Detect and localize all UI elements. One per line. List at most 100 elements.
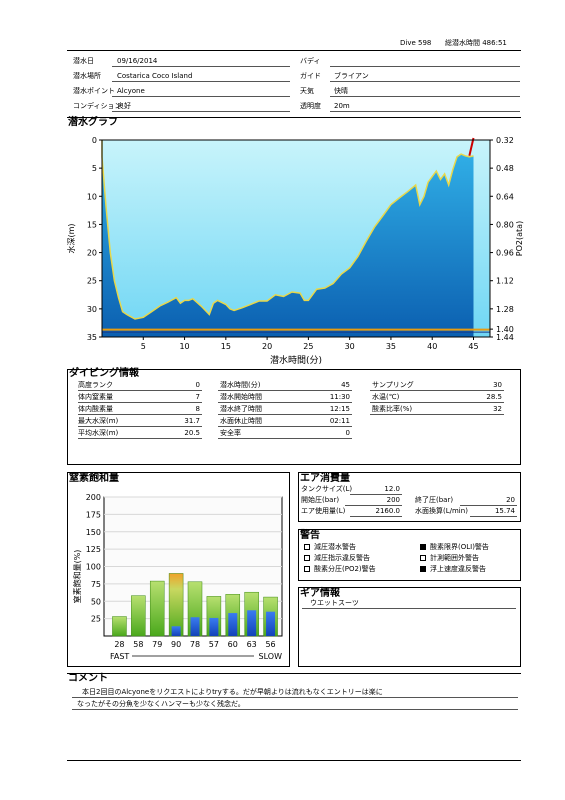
- y-tick-label: 25: [87, 277, 97, 286]
- nitrogen-title: 窒素飽和量: [69, 473, 119, 484]
- warning-label: 減圧指示違反警告: [314, 554, 370, 562]
- diving-col1-label-2: 体内酸素量: [78, 405, 113, 413]
- underline: [470, 516, 517, 517]
- y2-tick-label: 0.80: [496, 220, 514, 229]
- diving-col1-label-4: 平均水深(m): [78, 429, 119, 437]
- diving-col1-value-2: 8: [195, 405, 200, 413]
- diving-col3-value-2: 32: [493, 405, 502, 413]
- underline: [218, 426, 352, 427]
- diving-col1-label-1: 体内窒素量: [78, 393, 113, 401]
- underline: [302, 608, 516, 609]
- underline: [78, 438, 202, 439]
- start-pressure-value: 200: [386, 496, 400, 504]
- n2-green-bar: [149, 580, 165, 637]
- diving-col2-value-0: 45: [341, 381, 350, 389]
- y2-tick-label: 0.64: [496, 192, 514, 201]
- tank-size-value: 12.0: [384, 485, 400, 493]
- n2-blue-bar: [266, 611, 276, 636]
- y2-tick-label: 1.44: [496, 333, 514, 342]
- diving-col2-label-2: 潜水終了時間: [220, 405, 262, 413]
- comment-title: コメント: [68, 673, 108, 684]
- header-divider: [67, 50, 521, 51]
- unchecked-box-icon: [420, 555, 426, 561]
- y-tick-label: 15: [87, 220, 97, 229]
- y-tick-label: 30: [87, 305, 97, 314]
- n2-compartment-label: 63: [247, 640, 257, 649]
- warning-item: 浮上速度違反警告: [420, 565, 486, 574]
- n2-green-bar: [131, 595, 146, 637]
- underline: [345, 505, 402, 506]
- n2-compartment-label: 79: [152, 640, 162, 649]
- start-pressure-label: 開始圧(bar): [301, 496, 340, 504]
- weather-label: 天気: [300, 87, 314, 95]
- surface-rate-value: 15.74: [494, 507, 515, 515]
- y2-tick-label: 1.28: [496, 305, 514, 314]
- n2-y-tick-label: 200: [86, 493, 101, 502]
- unchecked-box-icon: [304, 544, 310, 550]
- dive-site-value: Costarica Coco Island: [117, 72, 193, 80]
- n2-compartment-label: 60: [228, 640, 238, 649]
- page-bottom-divider: [67, 760, 521, 761]
- warning-item: 減圧潜水警告: [304, 543, 356, 552]
- checked-box-icon: [420, 566, 426, 572]
- plot-frame: [101, 139, 491, 338]
- x-tick-label: 40: [427, 342, 437, 351]
- air-box: [298, 472, 521, 522]
- n2-blue-bar: [228, 613, 238, 636]
- total-dive-time: 総潜水時間 486:51: [445, 39, 507, 47]
- unchecked-box-icon: [304, 566, 310, 572]
- warning-label: 計測範囲外警告: [430, 554, 479, 562]
- dive-depth-line: [101, 140, 474, 320]
- checked-box-icon: [420, 544, 426, 550]
- n2-y-tick-label: 125: [86, 545, 101, 554]
- underline: [370, 414, 504, 415]
- diving-col3-value-0: 30: [493, 381, 502, 389]
- n2-y-tick-label: 25: [91, 615, 101, 624]
- diving-col2-value-1: 11:30: [329, 393, 350, 401]
- diving-col1-label-3: 最大水深(m): [78, 417, 119, 425]
- diving-col1-value-0: 0: [195, 381, 200, 389]
- buddy-label: バディ: [300, 57, 321, 65]
- underline: [330, 66, 520, 67]
- diving-col3-label-1: 水温(℃): [372, 393, 400, 401]
- y2-tick-label: 0.48: [496, 164, 514, 173]
- y-tick-label: 20: [87, 249, 97, 258]
- underline: [72, 709, 518, 710]
- x-tick-label: 15: [221, 342, 231, 351]
- dive-profile-chart: 0 5 10 15 20 25 30 35 5 10 15 20 25 30 35 40 45 0.32 0.48 0…: [66, 136, 524, 366]
- x-tick-label: 20: [262, 342, 272, 351]
- diving-info-box: [67, 369, 521, 465]
- n2-y-axis-label: 窒素飽和量(%): [72, 550, 82, 604]
- y2-tick-label: 0.96: [496, 249, 514, 258]
- x-tick-label: 25: [303, 342, 313, 351]
- air-title: エア消費量: [300, 473, 350, 484]
- underline: [330, 111, 520, 112]
- x-tick-label: 45: [468, 342, 478, 351]
- diving-col1-label-0: 高度ランク: [78, 381, 113, 389]
- underline: [218, 414, 352, 415]
- gear-title: ギア情報: [300, 588, 340, 599]
- n2-compartment-label: 28: [114, 640, 124, 649]
- x-tick-label: 30: [345, 342, 355, 351]
- y-axis-label: 水深(m): [66, 223, 76, 253]
- warnings-box: [298, 529, 521, 581]
- n2-compartment-label: 78: [190, 640, 200, 649]
- y-tick-label: 5: [92, 164, 97, 173]
- n2-blue-bar: [190, 617, 200, 636]
- n2-y-tick-label: 175: [86, 510, 101, 519]
- diving-col2-value-4: 0: [345, 429, 350, 437]
- y2-tick-label: 0.32: [496, 136, 514, 145]
- graph-top-divider: [67, 117, 521, 118]
- diving-col1-value-1: 7: [195, 393, 200, 401]
- comment-line-1: 本日2回目のAlcyoneをリクエストによりtryする。だが早朝よりは流れもなく…: [82, 688, 383, 696]
- x-tick-label: 5: [141, 342, 146, 351]
- x-tick-label: 10: [179, 342, 189, 351]
- underline: [350, 516, 402, 517]
- tank-size-label: タンクサイズ(L): [301, 485, 353, 493]
- underline: [78, 426, 202, 427]
- dive-number: Dive 598: [400, 39, 432, 47]
- diving-col2-value-3: 02:11: [329, 417, 350, 425]
- n2-slow-label: SLOW: [259, 652, 283, 661]
- y-tick-label: 10: [87, 192, 97, 201]
- y2-tick-label: 1.40: [496, 325, 514, 334]
